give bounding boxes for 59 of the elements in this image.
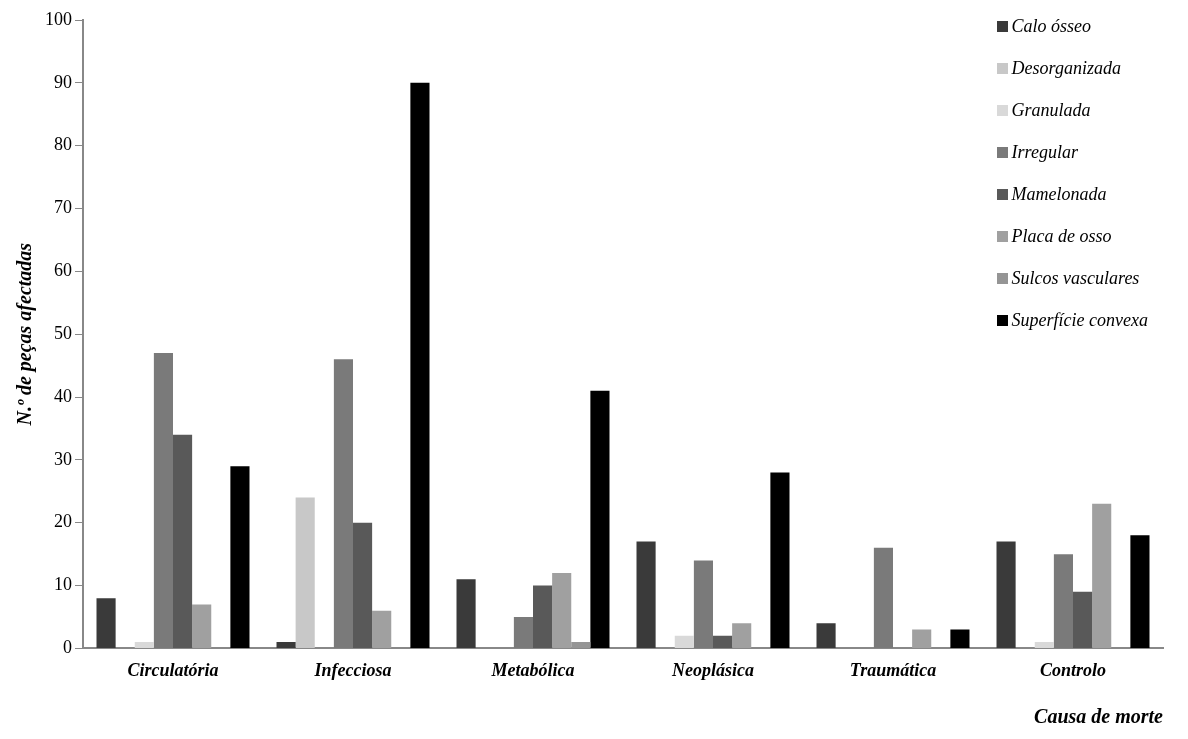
legend-label: Superfície convexa bbox=[1011, 309, 1148, 331]
bar bbox=[153, 353, 173, 648]
bar bbox=[295, 497, 315, 648]
y-tick-label: 60 bbox=[54, 260, 72, 281]
bar bbox=[770, 472, 790, 648]
y-tick-label: 20 bbox=[54, 511, 72, 532]
y-tick-label: 40 bbox=[54, 385, 72, 406]
bar bbox=[276, 642, 296, 648]
y-tick-label: 100 bbox=[45, 8, 72, 29]
bar bbox=[1073, 591, 1093, 648]
bar bbox=[732, 623, 752, 648]
bar bbox=[1092, 503, 1112, 648]
x-tick-label: Circulatória bbox=[127, 659, 219, 680]
x-tick-label: Neoplásica bbox=[671, 659, 754, 680]
bar bbox=[713, 635, 733, 648]
legend-label: Calo ósseo bbox=[1011, 15, 1092, 37]
y-axis-title: N.º de peças afectadas bbox=[13, 242, 37, 427]
y-tick-label: 30 bbox=[54, 448, 72, 469]
legend-label: Desorganizada bbox=[1011, 57, 1121, 79]
x-tick-label: Infecciosa bbox=[313, 659, 392, 680]
bar bbox=[353, 522, 373, 648]
legend-label: Irregular bbox=[1011, 141, 1078, 163]
bar bbox=[873, 547, 893, 648]
bar bbox=[816, 623, 836, 648]
y-tick-label: 80 bbox=[54, 134, 72, 155]
x-tick-label: Metabólica bbox=[490, 659, 575, 680]
bar bbox=[410, 82, 430, 648]
bar bbox=[134, 642, 154, 648]
bar bbox=[950, 629, 970, 648]
bar bbox=[1034, 642, 1054, 648]
bar bbox=[192, 604, 212, 648]
bar bbox=[912, 629, 932, 648]
y-tick-label: 0 bbox=[63, 637, 72, 658]
bar bbox=[173, 434, 193, 648]
bar bbox=[996, 541, 1016, 648]
legend-label: Sulcos vasculares bbox=[1011, 267, 1140, 289]
legend-label: Granulada bbox=[1011, 99, 1091, 121]
bar bbox=[674, 635, 694, 648]
x-axis-title: Causa de morte bbox=[1034, 705, 1164, 728]
bar bbox=[513, 616, 533, 648]
bar bbox=[636, 541, 656, 648]
bar bbox=[1053, 554, 1073, 648]
bar bbox=[372, 610, 392, 648]
y-tick-label: 50 bbox=[54, 322, 72, 343]
y-tick-label: 90 bbox=[54, 71, 72, 92]
bar bbox=[230, 466, 250, 648]
legend-label: Mamelonada bbox=[1011, 183, 1107, 205]
y-tick-label: 10 bbox=[54, 574, 72, 595]
bar bbox=[1130, 535, 1150, 648]
bar bbox=[590, 390, 610, 648]
bar bbox=[333, 359, 353, 648]
y-tick-label: 70 bbox=[54, 197, 72, 218]
bar bbox=[693, 560, 713, 648]
bar bbox=[96, 598, 116, 648]
bar bbox=[456, 579, 476, 648]
x-tick-label: Controlo bbox=[1039, 659, 1107, 680]
legend-label: Placa de osso bbox=[1011, 225, 1112, 247]
x-tick-label: Traumática bbox=[849, 659, 937, 680]
bar bbox=[533, 585, 553, 648]
